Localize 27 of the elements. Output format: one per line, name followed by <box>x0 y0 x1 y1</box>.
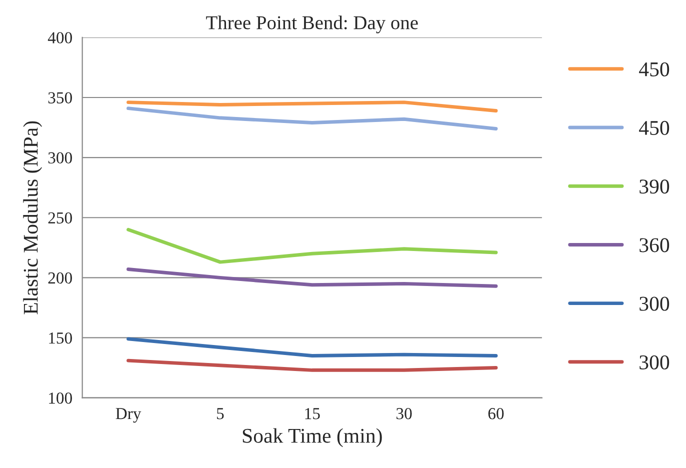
legend-label: 300 <box>640 355 670 370</box>
legend-label: 300 <box>640 296 670 311</box>
line-series <box>126 106 498 130</box>
legend-label: 450 <box>639 120 670 135</box>
y-tick-label: 400 <box>48 32 72 44</box>
y-tick-label: 300 <box>48 152 72 164</box>
y-tick-label: 350 <box>48 92 72 104</box>
y-tick-label: 100 <box>49 392 72 404</box>
line-series <box>126 100 498 112</box>
x-tick-label: Dry <box>116 408 142 423</box>
line-series <box>126 228 498 264</box>
legend-label: 450 <box>639 62 670 76</box>
y-tick-label: 250 <box>48 212 72 224</box>
line-series <box>126 337 498 358</box>
legend-label: 390 <box>640 180 670 194</box>
y-axis-title: Elastic Modulus (MPa) <box>23 121 42 314</box>
x-tick-label: 60 <box>488 408 504 420</box>
x-tick-label: 5 <box>217 408 224 420</box>
x-axis-title: Soak Time (min) <box>242 428 382 448</box>
y-tick-label: 150 <box>49 332 72 344</box>
chart-title: Three Point Bend: Day one <box>206 16 418 34</box>
line-series <box>126 268 498 288</box>
line-series <box>126 358 498 372</box>
y-tick-label: 200 <box>48 272 72 284</box>
x-tick-label: 15 <box>305 408 320 420</box>
legend-label: 360 <box>640 238 670 252</box>
x-tick-label: 30 <box>396 408 412 420</box>
